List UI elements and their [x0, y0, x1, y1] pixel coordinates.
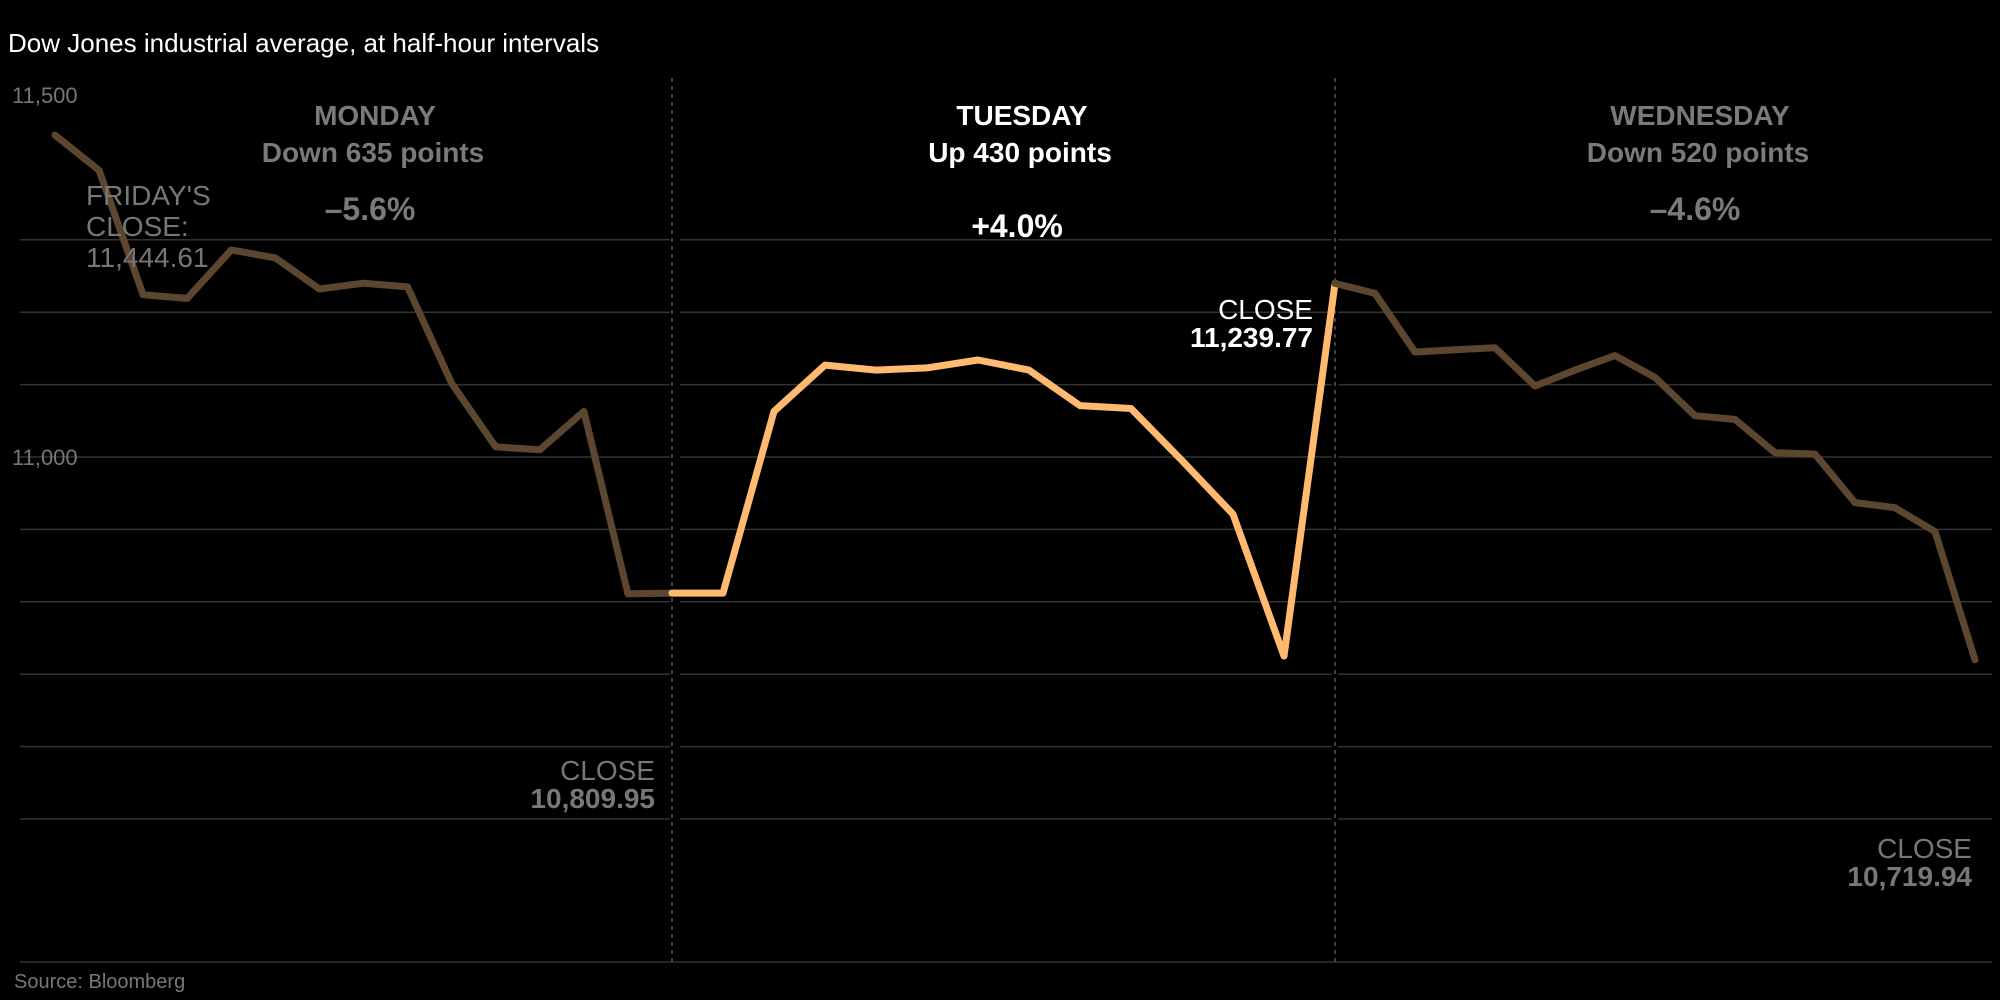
y-tick-label: 11,000	[12, 445, 78, 470]
day-change-tuesday: Up 430 points	[928, 137, 1112, 168]
series-line-monday	[51, 131, 676, 598]
annotations: FRIDAY'SCLOSE:11,444.61CLOSE10,809.95CLO…	[86, 180, 1972, 892]
day-change-wednesday: Down 520 points	[1587, 137, 1809, 168]
day-name-tuesday: TUESDAY	[956, 100, 1088, 131]
gridlines	[20, 239, 1992, 963]
close-label-wednesday: CLOSE	[1877, 833, 1972, 864]
close-value-tuesday: 11,239.77	[1190, 322, 1313, 353]
day-name-monday: MONDAY	[314, 100, 436, 131]
day-name-wednesday: WEDNESDAY	[1610, 100, 1790, 131]
close-value-monday: 10,809.95	[530, 783, 655, 814]
day-percent-monday: –5.6%	[325, 191, 416, 227]
fridays-close-note: FRIDAY'S	[86, 180, 211, 211]
close-value-wednesday: 10,719.94	[1847, 861, 1972, 892]
day-headers: MONDAY Down 635 points –5.6% TUESDAY Up 430 …	[262, 100, 1809, 244]
chart-title: Dow Jones industrial average, at half-ho…	[8, 28, 599, 58]
series-line-wednesday	[1331, 279, 1979, 664]
fridays-close-note: CLOSE:	[86, 211, 189, 242]
y-axis-ticks: 11,500 11,000	[12, 83, 78, 470]
close-label-monday: CLOSE	[560, 755, 655, 786]
y-tick-label: 11,500	[12, 83, 78, 108]
day-percent-wednesday: –4.6%	[1650, 191, 1741, 227]
fridays-close-note: 11,444.61	[86, 242, 209, 273]
day-dividers	[671, 78, 1336, 962]
day-change-monday: Down 635 points	[262, 137, 484, 168]
series-line-tuesday	[668, 279, 1339, 660]
series-lines	[51, 131, 1979, 664]
chart-source: Source: Bloomberg	[14, 971, 185, 993]
day-percent-tuesday: +4.0%	[971, 208, 1063, 244]
close-label-tuesday: CLOSE	[1218, 294, 1313, 325]
